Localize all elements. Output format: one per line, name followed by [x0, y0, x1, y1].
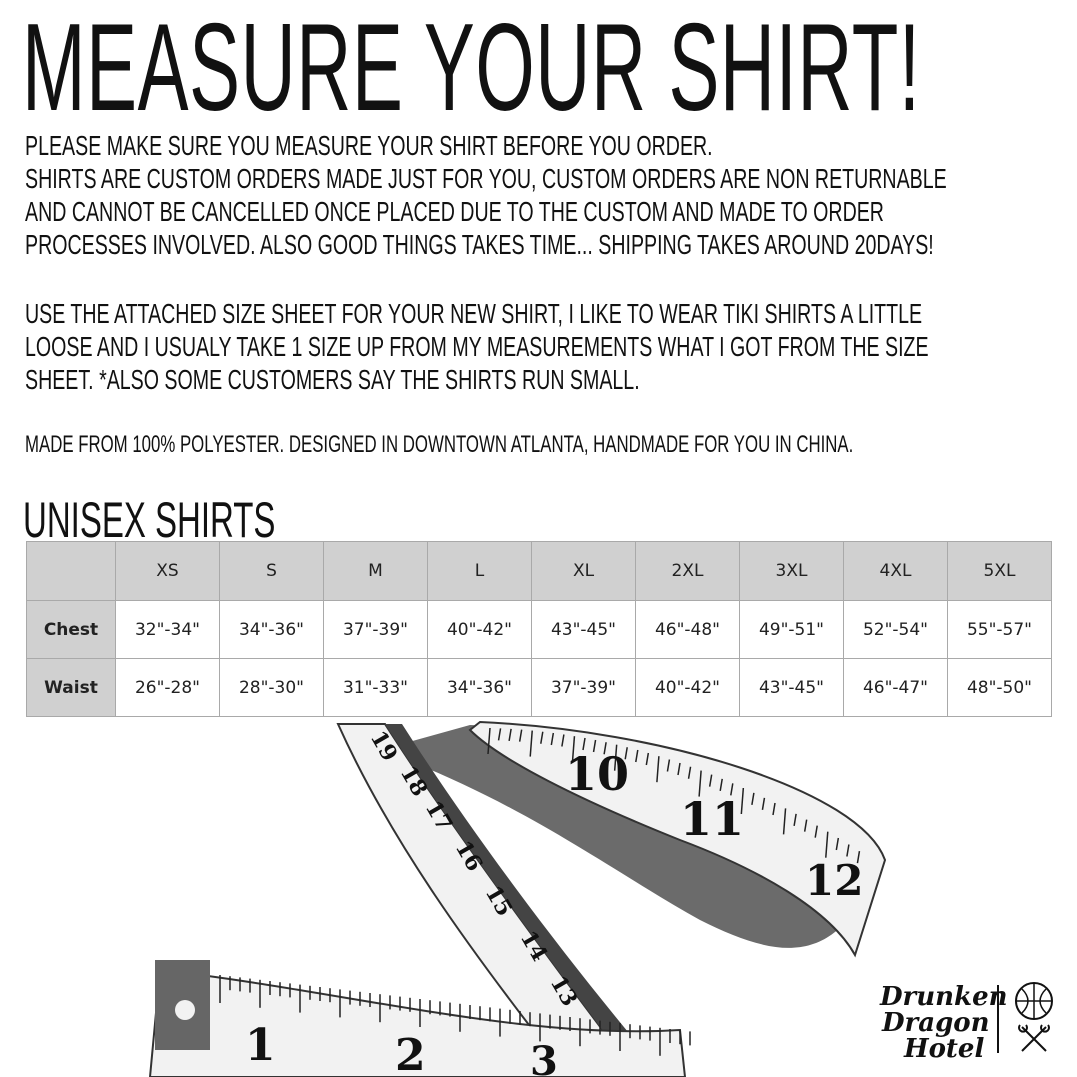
table-cell: 46"-47" — [843, 658, 948, 717]
crossed-keys-icon — [1018, 1024, 1050, 1052]
size-header: XS — [115, 541, 220, 601]
size-header: 3XL — [739, 541, 844, 601]
table-cell: 55"-57" — [947, 600, 1052, 659]
size-header: 5XL — [947, 541, 1052, 601]
tape-tick — [592, 739, 597, 753]
tape-tick — [846, 844, 850, 857]
table-cell: 37"-39" — [323, 600, 428, 659]
sizing-line: LOOSE AND I USUALY TAKE 1 SIZE UP FROM M… — [25, 331, 929, 362]
table-cell: 49"-51" — [739, 600, 844, 659]
tape-tick — [856, 851, 861, 864]
tape-tick — [751, 792, 755, 805]
svg-text:Dragon: Dragon — [881, 1008, 990, 1038]
table-cell: 40"-42" — [427, 600, 532, 659]
tape-tick — [529, 730, 533, 757]
tape-tick — [540, 731, 544, 744]
table-cell: 31"-33" — [323, 658, 428, 717]
table-cell: 46"-48" — [635, 600, 740, 659]
tape-tick — [803, 819, 808, 832]
tape-tick — [719, 778, 723, 792]
table-cell: 52"-54" — [843, 600, 948, 659]
sizing-line: USE THE ATTACHED SIZE SHEET FOR YOUR NEW… — [25, 298, 923, 329]
tape-tick — [645, 752, 650, 766]
notice-line: PROCESSES INVOLVED. ALSO GOOD THINGS TAK… — [25, 229, 934, 260]
tape-tick — [603, 742, 607, 755]
size-header: L — [427, 541, 532, 601]
svg-text:Hotel: Hotel — [903, 1034, 984, 1064]
table-cell: 43"-45" — [739, 658, 844, 717]
table-cell: 43"-45" — [531, 600, 636, 659]
table-cell: 34"-36" — [219, 600, 324, 659]
material-note: MADE FROM 100% POLYESTER. DESIGNED IN DO… — [25, 431, 854, 458]
tape-tick — [508, 728, 512, 742]
table-cell: 40"-42" — [635, 658, 740, 717]
tape-tick — [698, 770, 702, 797]
tape-tick — [656, 756, 660, 783]
tape-tick — [814, 825, 818, 838]
notice-line: SHIRTS ARE CUSTOM ORDERS MADE JUST FOR Y… — [25, 163, 947, 194]
tape-tick — [487, 727, 491, 755]
tape-measure-image: 1 2 3 10 11 12 13 14 15 16 17 18 19 — [148, 720, 887, 1077]
size-header-row: XS S M L XL 2XL 3XL 4XL 5XL — [26, 541, 1052, 601]
size-header: 2XL — [635, 541, 740, 601]
notice-line: PLEASE MAKE SURE YOU MEASURE YOUR SHIRT … — [25, 130, 713, 161]
corner-cell — [26, 541, 116, 601]
tape-tick — [730, 783, 734, 796]
tape-number: 11 — [680, 792, 744, 846]
table-cell: 28"-30" — [219, 658, 324, 717]
svg-text:Drunken: Drunken — [879, 982, 1008, 1012]
tape-tick — [571, 736, 576, 763]
tape-tick — [497, 728, 502, 741]
table-cell: 37"-39" — [531, 658, 636, 717]
tape-tick — [687, 766, 692, 779]
tape-tick — [518, 729, 523, 742]
tape-tick — [708, 774, 713, 787]
tape-tick — [825, 831, 829, 858]
table-cell: 34"-36" — [427, 658, 532, 717]
tape-tick — [635, 749, 639, 763]
tape-tick — [782, 808, 787, 835]
table-row-waist: Waist 26"-28" 28"-30" 31"-33" 34"-36" 37… — [26, 658, 1052, 717]
size-header: 4XL — [843, 541, 948, 601]
size-header: M — [323, 541, 428, 601]
tape-tick — [561, 734, 565, 747]
row-label: Waist — [26, 658, 116, 717]
tape-number: 2 — [395, 1030, 426, 1077]
tape-ticks — [219, 727, 861, 1056]
tape-tick — [666, 759, 671, 772]
tape-number: 3 — [530, 1038, 558, 1077]
tape-tick — [835, 837, 840, 851]
size-chart-table: XS S M L XL 2XL 3XL 4XL 5XL Chest 32"-34… — [26, 541, 1052, 717]
tape-tick — [550, 732, 555, 746]
tape-tick — [772, 802, 776, 816]
drunken-dragon-hotel-logo: Drunken Dragon Hotel — [879, 982, 1053, 1064]
tape-tick — [582, 737, 586, 751]
sizing-line: SHEET. *ALSO SOME CUSTOMERS SAY THE SHIR… — [25, 364, 640, 395]
tape-tick — [761, 797, 766, 810]
tape-number: 1 — [245, 1020, 276, 1071]
tape-number: 10 — [565, 747, 629, 801]
table-cell: 48"-50" — [947, 658, 1052, 717]
tape-number: 12 — [805, 856, 863, 905]
row-label: Chest — [26, 600, 116, 659]
size-header: S — [219, 541, 324, 601]
tape-tick — [677, 762, 681, 776]
notice-line: AND CANNOT BE CANCELLED ONCE PLACED DUE … — [25, 196, 884, 227]
table-cell: 26"-28" — [115, 658, 220, 717]
table-row-chest: Chest 32"-34" 34"-36" 37"-39" 40"-42" 43… — [26, 600, 1052, 659]
table-cell: 32"-34" — [115, 600, 220, 659]
tape-tick — [613, 744, 618, 771]
tape-tick — [793, 813, 797, 827]
size-chart-heading: UNISEX SHIRTS — [23, 492, 276, 548]
page-title: MEASURE YOUR SHIRT! — [22, 0, 921, 137]
size-header: XL — [531, 541, 636, 601]
tape-tick — [624, 747, 628, 760]
tape-tick — [740, 787, 745, 815]
